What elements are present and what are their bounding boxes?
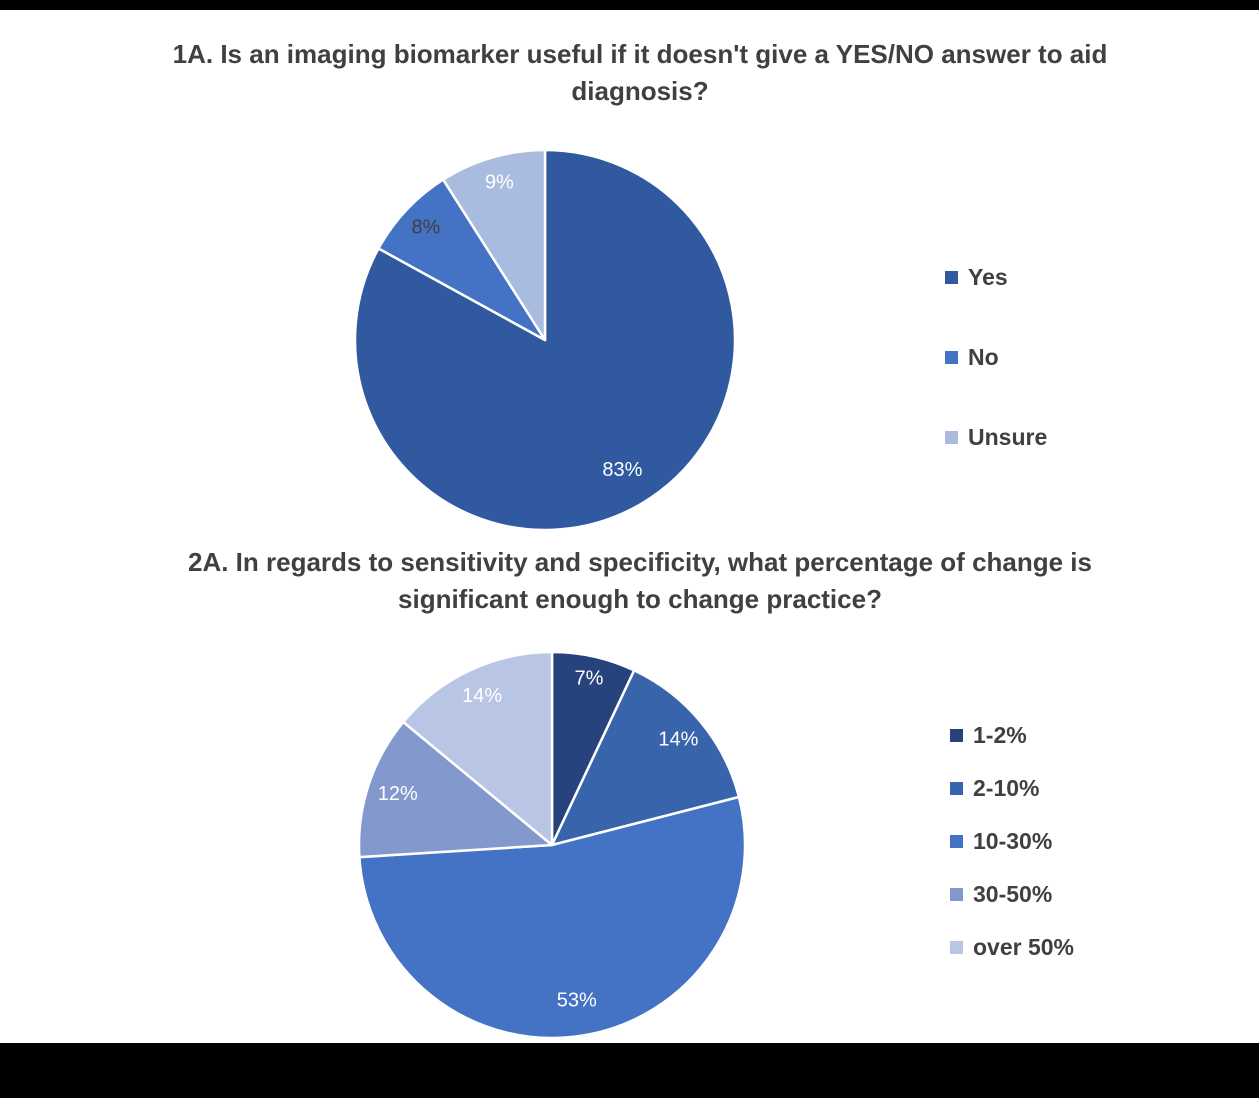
legend-item-30-50: 30-50% <box>950 881 1074 908</box>
pie-chart-1a: 83% 8% 9% <box>353 148 737 532</box>
legend-label-10-30: 10-30% <box>973 828 1053 854</box>
legend-item-yes: Yes <box>945 264 1047 291</box>
legend-label-1-2: 1-2% <box>973 722 1027 748</box>
legend-2a: 1-2% 2-10% 10-30% 30-50% over 50% <box>950 722 1074 961</box>
legend-item-over-50: over 50% <box>950 934 1074 961</box>
legend-item-2-10: 2-10% <box>950 775 1074 802</box>
pie-data-label-10-30: 53% <box>557 990 597 1012</box>
pie-data-label-1-2: 7% <box>575 668 604 690</box>
pie-slice-over-50 <box>402 650 554 847</box>
pie-slice-no <box>377 178 547 342</box>
pie-data-label-30-50: 12% <box>378 783 418 805</box>
legend-item-1-2: 1-2% <box>950 722 1074 749</box>
legend-label-over-50: over 50% <box>973 934 1075 960</box>
legend-swatch-unsure <box>945 431 958 444</box>
legend-swatch-over-50 <box>950 941 963 954</box>
legend-item-no: No <box>945 344 1047 371</box>
pie-slice-2-10 <box>550 669 741 847</box>
pie-data-label-unsure: 9% <box>485 171 514 193</box>
pie-data-label-no: 8% <box>411 216 440 238</box>
legend-swatch-1-2 <box>950 729 963 742</box>
legend-swatch-2-10 <box>950 782 963 795</box>
legend-label-2-10: 2-10% <box>973 775 1040 801</box>
legend-swatch-no <box>945 351 958 364</box>
pie-data-label-yes: 83% <box>602 459 642 481</box>
pie-chart-2a: 7% 14% 53% 12% 14% <box>357 650 747 1040</box>
legend-swatch-30-50 <box>950 888 963 901</box>
legend-swatch-10-30 <box>950 835 963 848</box>
legend-item-unsure: Unsure <box>945 424 1047 451</box>
top-border-bar <box>0 0 1259 10</box>
chart-title-1a: 1A. Is an imaging biomarker useful if it… <box>172 39 1108 106</box>
pie-data-label-2-10: 14% <box>658 729 698 751</box>
bottom-border-bar <box>0 1043 1259 1098</box>
pie-slice-unsure <box>441 148 547 342</box>
chart-title-2a: 2A. In regards to sensitivity and specif… <box>188 547 1092 614</box>
pie-data-label-over-50: 14% <box>462 685 502 707</box>
pie-slice-10-30 <box>358 795 747 1040</box>
legend-label-unsure: Unsure <box>968 424 1048 450</box>
legend-label-yes: Yes <box>968 264 1008 290</box>
legend-swatch-yes <box>945 271 958 284</box>
legend-label-30-50: 30-50% <box>973 881 1053 907</box>
legend-label-no: No <box>968 344 999 370</box>
legend-item-10-30: 10-30% <box>950 828 1074 855</box>
pie-slice-30-50 <box>357 720 554 859</box>
legend-1a: Yes No Unsure <box>945 264 1047 451</box>
